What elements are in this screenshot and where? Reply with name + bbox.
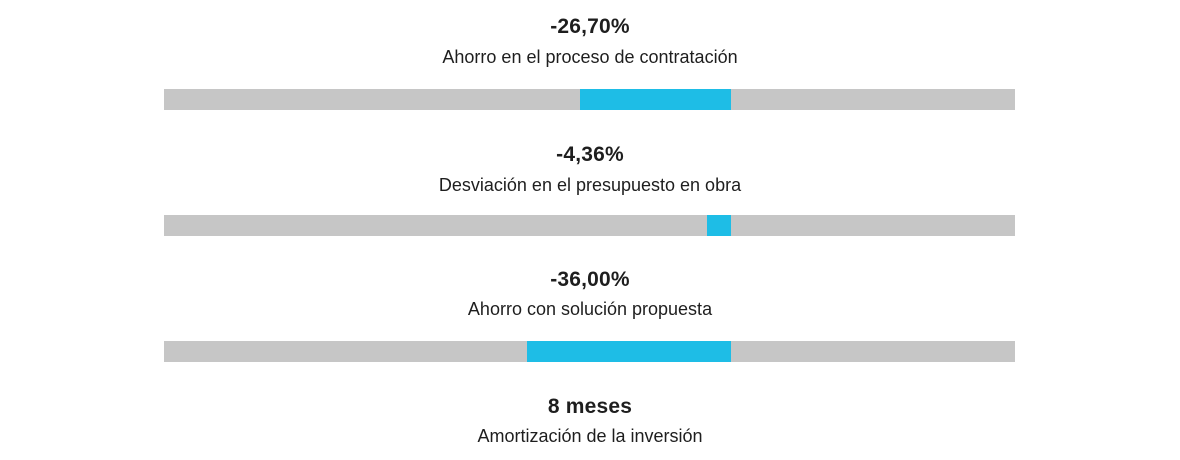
metric-value-desviacion: -4,36% bbox=[556, 143, 624, 166]
metric-value-solucion: -36,00% bbox=[550, 268, 630, 291]
bar-fill-solucion bbox=[527, 341, 732, 362]
bar-fill-desviacion bbox=[706, 215, 732, 236]
bar-fill-contratacion bbox=[579, 89, 732, 110]
metric-label-contratacion: Ahorro en el proceso de contratación bbox=[442, 47, 738, 67]
metric-label-amortizacion: Amortización de la inversión bbox=[477, 426, 703, 446]
metric-label-solucion: Ahorro con solución propuesta bbox=[467, 299, 713, 319]
metric-value-contratacion: -26,70% bbox=[550, 15, 630, 38]
bar-track-solucion bbox=[164, 341, 1015, 362]
metric-label-desviacion: Desviación en el presupuesto en obra bbox=[438, 175, 742, 195]
bar-track-contratacion bbox=[164, 89, 1015, 110]
bar-track-desviacion bbox=[164, 215, 1015, 236]
metric-value-amortizacion: 8 meses bbox=[547, 395, 633, 418]
